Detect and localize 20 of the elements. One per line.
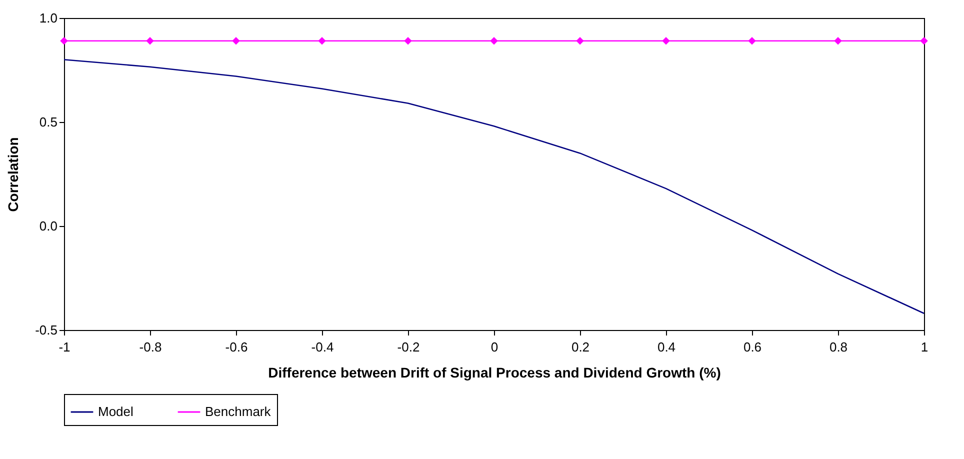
x-tick-label: -0.8: [139, 340, 162, 354]
y-tick-label: 1.0: [39, 10, 58, 26]
x-tick-label: -0.2: [397, 340, 420, 354]
x-tick-label: 0.2: [571, 340, 590, 354]
x-tick-label: 0: [490, 340, 498, 354]
y-tick-label: -0.5: [35, 322, 58, 338]
legend-label: Benchmark: [205, 404, 272, 419]
x-tick-label: 0.4: [657, 340, 676, 354]
y-tick-label: 0.5: [39, 114, 58, 130]
x-tick-label: -0.4: [311, 340, 334, 354]
x-tick-label: 0.6: [743, 340, 762, 354]
y-axis-title: Correlation: [5, 137, 22, 212]
x-tick-label: 1: [920, 340, 928, 354]
x-tick-label: 0.8: [829, 340, 848, 354]
legend-label: Model: [98, 404, 134, 419]
line-series: [63, 58, 925, 314]
x-tick-label: -0.6: [225, 340, 248, 354]
y-tick-label: 0.0: [39, 218, 58, 234]
x-tick-label: -1: [58, 340, 70, 354]
x-axis-title: Difference between Drift of Signal Process and Dividend Growth (%): [268, 364, 721, 380]
